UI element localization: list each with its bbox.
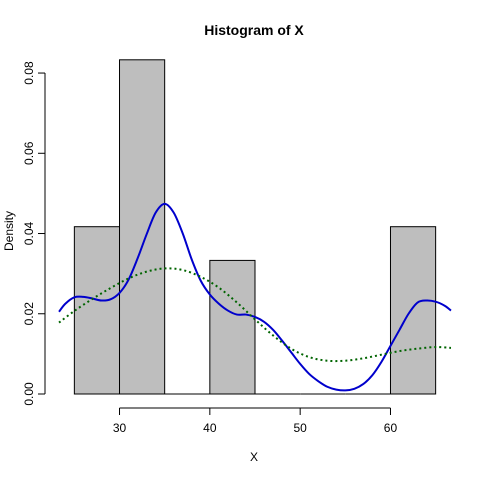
y-tick-label: 0.02 [22,302,36,326]
histogram-bar [73,226,121,395]
chart-title: Histogram of X [204,22,304,38]
x-tick-label: 60 [384,421,398,435]
y-axis: 0.00 0.02 0.04 0.06 0.08 [22,61,46,406]
y-tick-label: 0.08 [22,61,36,85]
y-axis-label: Density [2,211,16,251]
x-tick-label: 50 [293,421,307,435]
y-tick-label: 0.00 [22,382,36,406]
x-tick-label: 40 [203,421,217,435]
histogram-bar [389,226,437,395]
x-axis: 30 40 50 60 [113,407,398,435]
histogram-bars [73,59,437,395]
y-tick-label: 0.04 [22,222,36,246]
density-curve-dotted [58,267,452,363]
density-curves [58,202,452,392]
histogram-bar [119,59,166,395]
x-axis-label: X [250,450,258,464]
histogram-bar [209,259,256,395]
y-tick-label: 0.06 [22,141,36,165]
density-curve-solid [58,202,452,392]
x-tick-label: 30 [113,421,127,435]
